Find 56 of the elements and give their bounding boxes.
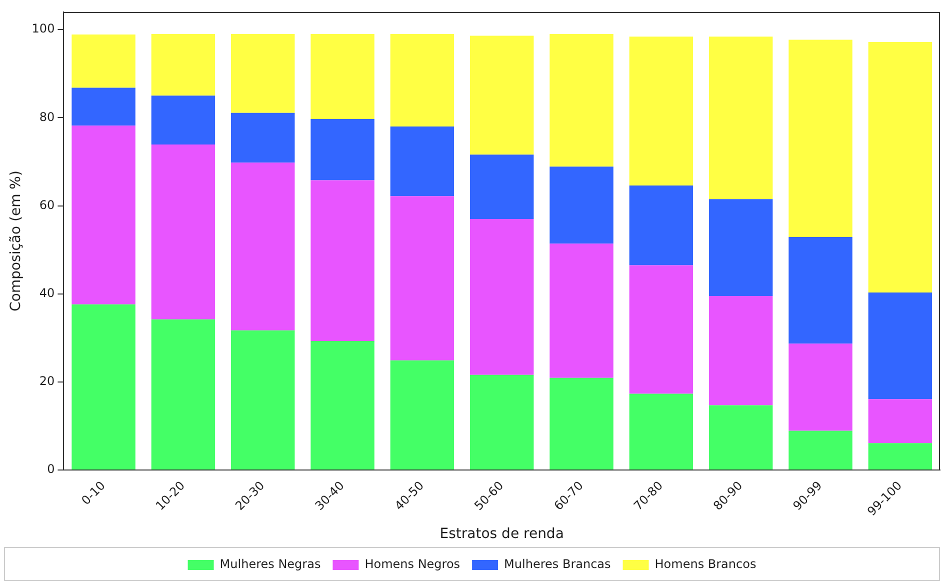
bar [788,40,852,238]
legend-label: Homens Brancos [654,557,756,572]
bar [550,378,614,470]
y-tick-label: 60 [39,198,55,212]
y-tick-label: 40 [39,286,55,300]
bar [708,199,773,296]
y-tick-label: 0 [47,462,55,476]
bar [868,443,932,470]
bar [390,196,454,360]
bar [470,36,534,155]
bar [470,218,534,375]
y-axis-title: Composição (em %) [8,170,24,312]
bar [230,112,295,163]
y-tick-label: 100 [32,22,55,36]
bar [788,430,852,470]
bar [868,292,932,400]
bar [72,304,136,470]
y-tick-label: 80 [39,110,55,124]
y-tick-label: 20 [39,374,55,388]
bar [629,36,694,186]
bar [230,34,295,113]
bar [230,162,295,330]
bar [868,42,932,293]
bar [310,180,374,341]
bar [550,244,614,378]
bar [470,374,534,470]
bar [550,34,614,167]
legend-label: Mulheres Brancas [504,557,611,572]
bar [788,237,852,344]
bar [310,34,374,120]
bar [72,126,136,304]
bar [708,36,773,200]
legend-label: Mulheres Negras [220,557,321,572]
bar [788,344,852,431]
bar [310,340,374,470]
bar [629,265,694,394]
x-axis-title: Estratos de renda [440,526,564,542]
bar [708,296,773,406]
bar [390,360,454,470]
bar [390,126,454,196]
bar [151,96,216,145]
bar [708,405,773,470]
bar [72,34,136,88]
bar [629,186,694,266]
bar [230,330,295,470]
bar [390,34,454,126]
bar [72,88,136,126]
bar [868,399,932,444]
bar [470,154,534,219]
bar [310,119,374,180]
legend-label: Homens Negros [364,557,460,572]
bar [151,34,216,96]
bar [151,319,216,470]
bar [629,394,694,470]
bar [151,144,216,320]
bar [550,166,614,244]
